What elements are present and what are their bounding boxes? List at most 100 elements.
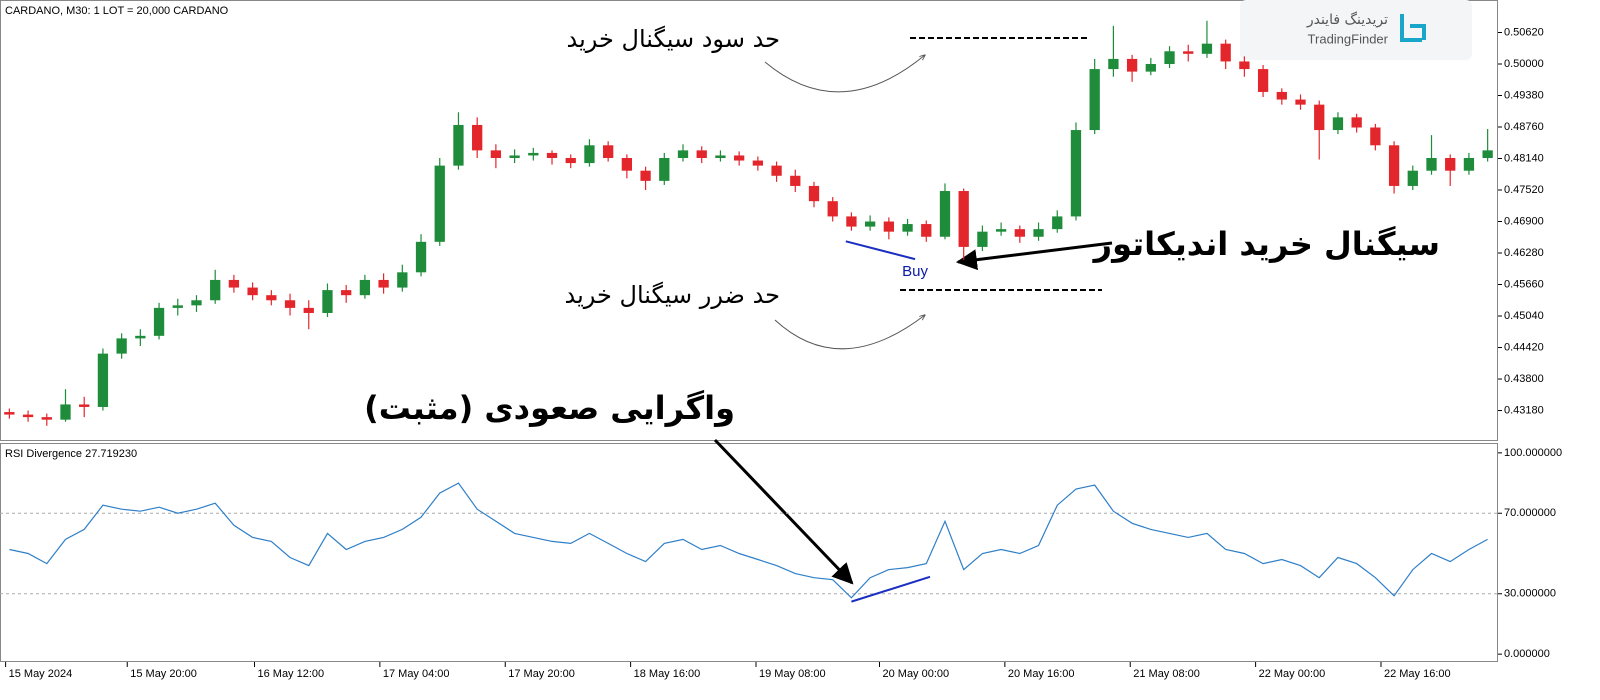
x-tick-label: 21 May 08:00 bbox=[1133, 668, 1200, 680]
divergence-label: واگرایی صعودی (مثبت) bbox=[364, 389, 735, 427]
x-tick-label: 16 May 12:00 bbox=[257, 668, 324, 680]
annotations: حد سود سیگنال خرید حد ضرر سیگنال خرید سی… bbox=[364, 25, 1440, 585]
candle-body bbox=[808, 185, 820, 202]
y-tick-label: 0.48760 bbox=[1504, 121, 1544, 133]
signal-label: Buy bbox=[902, 263, 928, 280]
candle-body bbox=[1070, 130, 1082, 217]
candle-body bbox=[677, 150, 689, 158]
candle-body bbox=[640, 170, 651, 181]
rsi-line bbox=[9, 482, 1488, 599]
candle-body bbox=[846, 216, 857, 227]
logo-box bbox=[1240, 0, 1472, 60]
y-tick-label: 0.46280 bbox=[1504, 247, 1544, 259]
tp-arrow bbox=[764, 55, 925, 93]
candle-body bbox=[1201, 43, 1213, 54]
candle-body bbox=[434, 165, 445, 242]
candle-body bbox=[715, 155, 726, 158]
candle-body bbox=[958, 191, 969, 247]
logo-en: TradingFinder bbox=[1308, 31, 1389, 46]
rsi-panel bbox=[0, 443, 1498, 662]
candle-body bbox=[1370, 127, 1381, 146]
candle-body bbox=[584, 145, 595, 164]
candle-body bbox=[546, 152, 558, 158]
signal-arrow bbox=[955, 241, 1113, 271]
y-tick-label: 0.50000 bbox=[1504, 58, 1544, 70]
symbol-header: CARDANO, M30: 1 LOT = 20,000 CARDANO bbox=[5, 5, 229, 17]
candle-body bbox=[322, 290, 333, 313]
candle-body bbox=[284, 300, 296, 308]
candle-body bbox=[509, 155, 520, 158]
y-tick-label: 0.45040 bbox=[1504, 310, 1544, 322]
candle-body bbox=[1239, 61, 1250, 70]
sl-arrow bbox=[774, 315, 925, 350]
candle-body bbox=[659, 157, 670, 181]
candle-body bbox=[303, 307, 314, 313]
x-tick-label: 17 May 20:00 bbox=[508, 668, 575, 680]
y-tick-label: 0.45660 bbox=[1504, 278, 1544, 290]
candle-body bbox=[116, 338, 127, 354]
candle-body bbox=[210, 279, 221, 301]
candle-body bbox=[453, 124, 464, 166]
candle-body bbox=[378, 279, 389, 288]
candle-body bbox=[752, 160, 764, 166]
x-tick-label: 18 May 16:00 bbox=[634, 668, 701, 680]
divergence-line bbox=[845, 240, 916, 261]
y-tick-label: 0.43800 bbox=[1504, 373, 1544, 385]
y-tick-label: 0.50620 bbox=[1504, 26, 1544, 38]
candle-body bbox=[1482, 150, 1493, 158]
candle-body bbox=[1388, 145, 1400, 186]
y-tick-label: 0.43180 bbox=[1504, 404, 1544, 416]
candle-body bbox=[1052, 216, 1063, 230]
candle-body bbox=[603, 145, 614, 158]
candle-body bbox=[247, 287, 258, 296]
candle-body bbox=[1351, 117, 1362, 128]
candle-body bbox=[939, 191, 951, 237]
candle-body bbox=[1089, 69, 1100, 131]
candle-body bbox=[1183, 51, 1194, 54]
divergence-line bbox=[851, 575, 931, 603]
logo-icon bbox=[1400, 14, 1426, 42]
candle-body bbox=[1276, 91, 1287, 100]
candle-body bbox=[415, 241, 427, 273]
y-tick-label: 0.44420 bbox=[1504, 341, 1544, 353]
candle-body bbox=[266, 295, 277, 301]
candle-body bbox=[1145, 63, 1156, 72]
candle-body bbox=[1463, 157, 1475, 171]
x-tick-label: 20 May 16:00 bbox=[1008, 668, 1075, 680]
candle-body bbox=[41, 417, 52, 420]
y-tick-label: 100.000000 bbox=[1504, 447, 1562, 459]
candle-body bbox=[1426, 157, 1437, 171]
candle-body bbox=[153, 307, 165, 336]
candle-body bbox=[883, 221, 894, 232]
x-tick-label: 19 May 08:00 bbox=[759, 668, 826, 680]
candle-body bbox=[228, 279, 240, 288]
candle-body bbox=[733, 155, 745, 161]
candle-body bbox=[397, 272, 408, 288]
price-panel bbox=[0, 0, 1498, 441]
candle-body bbox=[1014, 229, 1025, 237]
candle-body bbox=[528, 152, 539, 156]
candle-body bbox=[1108, 58, 1119, 70]
tp-label: حد سود سیگنال خرید bbox=[567, 25, 780, 53]
candle-body bbox=[1445, 157, 1456, 171]
logo: تریدینگ فایندر TradingFinder bbox=[1240, 0, 1472, 60]
candle-body bbox=[921, 224, 932, 237]
candle-body bbox=[1033, 229, 1044, 237]
y-tick-label: 0.47520 bbox=[1504, 184, 1544, 196]
x-tick-label: 22 May 00:00 bbox=[1259, 668, 1326, 680]
candle-body bbox=[1257, 69, 1269, 92]
candle-body bbox=[79, 404, 90, 407]
candle-body bbox=[827, 201, 838, 217]
candle-body bbox=[771, 165, 782, 176]
candle-body bbox=[359, 279, 371, 296]
candle-body bbox=[97, 353, 109, 407]
candle-body bbox=[1295, 99, 1306, 105]
candle-body bbox=[1314, 104, 1325, 131]
candle-body bbox=[1126, 58, 1138, 72]
candle-body bbox=[172, 305, 183, 308]
candle-body bbox=[490, 150, 502, 158]
x-tick-label: 22 May 16:00 bbox=[1384, 668, 1451, 680]
y-tick-label: 0.49380 bbox=[1504, 89, 1544, 101]
candle-body bbox=[790, 175, 801, 186]
